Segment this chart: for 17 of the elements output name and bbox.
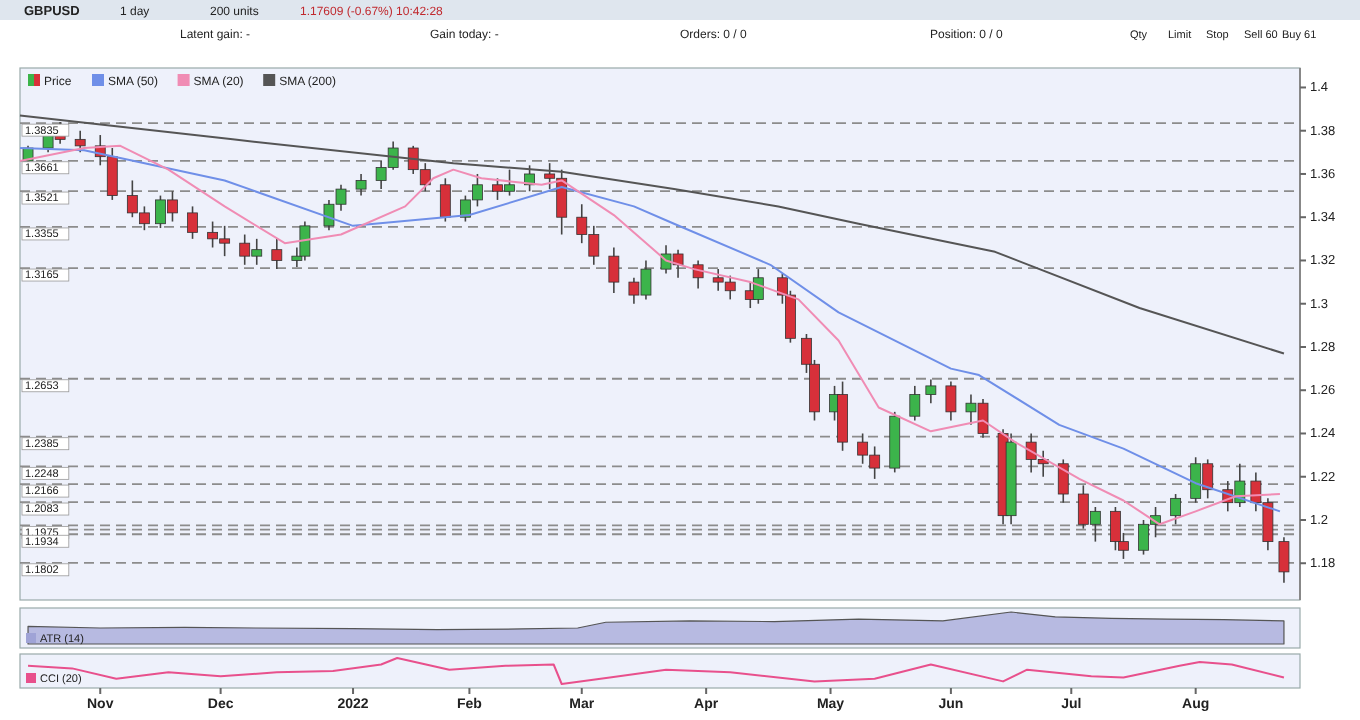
candlestick bbox=[439, 177, 451, 223]
candlestick bbox=[1278, 536, 1290, 584]
candlestick bbox=[925, 378, 937, 404]
candlestick bbox=[271, 238, 283, 270]
candlestick bbox=[837, 380, 848, 452]
candlestick bbox=[299, 220, 311, 262]
candlestick bbox=[1110, 506, 1121, 552]
candlestick bbox=[752, 268, 764, 305]
candlestick bbox=[945, 380, 957, 422]
candlestick bbox=[909, 385, 921, 422]
candlestick bbox=[187, 205, 198, 240]
candlestick bbox=[74, 129, 86, 154]
candlestick bbox=[1057, 458, 1069, 504]
candlestick bbox=[608, 246, 620, 294]
line-series bbox=[19, 114, 1285, 355]
candlestick bbox=[355, 173, 367, 197]
candlestick bbox=[1170, 493, 1182, 526]
